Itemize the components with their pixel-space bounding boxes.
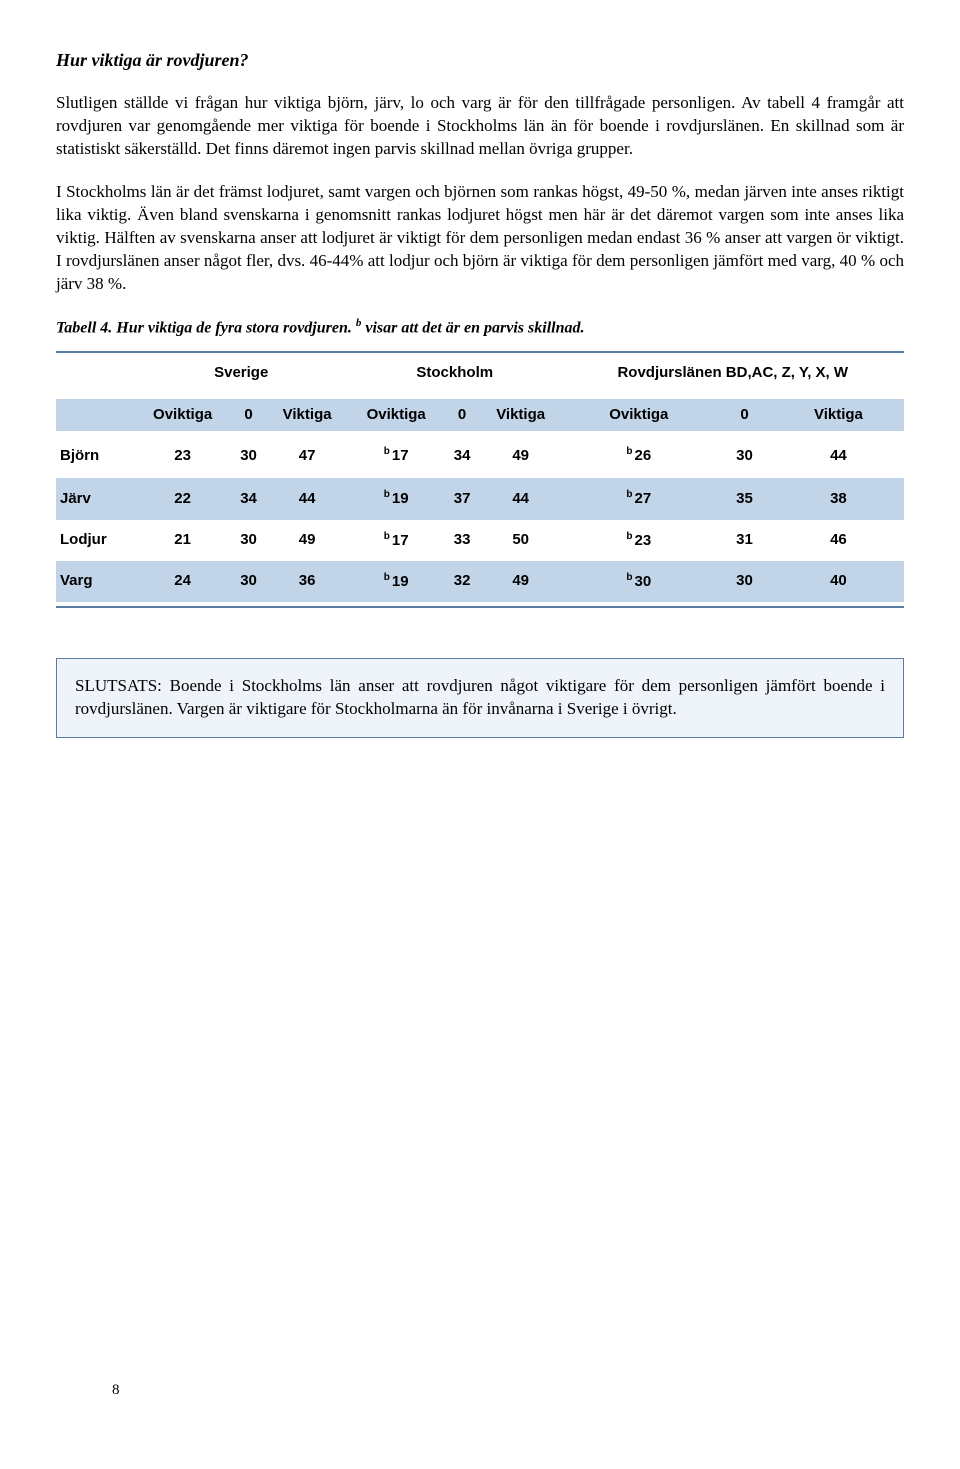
table-cell: 33 bbox=[444, 520, 479, 561]
table-cell: b19 bbox=[348, 561, 444, 602]
table-cell: 49 bbox=[480, 561, 562, 602]
table-cell: b30 bbox=[562, 561, 717, 602]
table-group-header-row: Sverige Stockholm Rovdjurslänen BD,AC, Z… bbox=[56, 352, 904, 399]
paragraph-2: I Stockholms län är det främst lodjuret,… bbox=[56, 181, 904, 296]
paragraph-1: Slutligen ställde vi frågan hur viktiga … bbox=[56, 92, 904, 161]
table-sub-header-row: Oviktiga 0 Viktiga Oviktiga 0 Viktiga Ov… bbox=[56, 399, 904, 431]
cell-value: 17 bbox=[392, 447, 409, 464]
table-cell: 46 bbox=[773, 520, 904, 561]
row-label: Björn bbox=[56, 431, 134, 478]
cell-value: 27 bbox=[635, 490, 652, 507]
sub-header-empty bbox=[56, 399, 134, 431]
sub-header: Oviktiga bbox=[134, 399, 230, 431]
group-header-empty bbox=[56, 352, 134, 399]
group-header-sverige: Sverige bbox=[134, 352, 348, 399]
table-row: Järv223444b193744b273538 bbox=[56, 478, 904, 519]
sub-header: Viktiga bbox=[266, 399, 348, 431]
table-cell: 47 bbox=[266, 431, 348, 478]
cell-value: 30 bbox=[635, 573, 652, 590]
group-header-rovdjurslanen: Rovdjurslänen BD,AC, Z, Y, X, W bbox=[562, 352, 905, 399]
table-cell: 34 bbox=[444, 431, 479, 478]
table-cell: 37 bbox=[444, 478, 479, 519]
page-number: 8 bbox=[112, 1380, 120, 1400]
table-cell: b17 bbox=[348, 520, 444, 561]
cell-superscript: b bbox=[384, 531, 390, 542]
table-cell: 40 bbox=[773, 561, 904, 602]
cell-superscript: b bbox=[626, 446, 632, 457]
row-label: Järv bbox=[56, 478, 134, 519]
caption-suffix: visar att det är en parvis skillnad. bbox=[361, 319, 584, 336]
table-row: Lodjur213049b173350b233146 bbox=[56, 520, 904, 561]
table-cell: 30 bbox=[231, 520, 266, 561]
table-cell: 21 bbox=[134, 520, 230, 561]
table-cell: 36 bbox=[266, 561, 348, 602]
group-header-stockholm: Stockholm bbox=[348, 352, 562, 399]
section-heading: Hur viktiga är rovdjuren? bbox=[56, 48, 904, 72]
cell-value: 23 bbox=[635, 532, 652, 549]
table-cell: 24 bbox=[134, 561, 230, 602]
table-body: Björn233047b173449b263044Järv223444b1937… bbox=[56, 431, 904, 602]
table-cell: 49 bbox=[266, 520, 348, 561]
table-cell: 30 bbox=[231, 561, 266, 602]
table-cell: 30 bbox=[231, 431, 266, 478]
cell-superscript: b bbox=[626, 489, 632, 500]
table-cell: 30 bbox=[716, 431, 773, 478]
row-label: Lodjur bbox=[56, 520, 134, 561]
table-cell: 44 bbox=[266, 478, 348, 519]
table-cell: 32 bbox=[444, 561, 479, 602]
table-row: Varg243036b193249b303040 bbox=[56, 561, 904, 602]
table-cell: b17 bbox=[348, 431, 444, 478]
table-cell: 49 bbox=[480, 431, 562, 478]
table-cell: 30 bbox=[716, 561, 773, 602]
cell-value: 19 bbox=[392, 573, 409, 590]
table-cell: b19 bbox=[348, 478, 444, 519]
data-table: Sverige Stockholm Rovdjurslänen BD,AC, Z… bbox=[56, 351, 904, 603]
sub-header: Viktiga bbox=[773, 399, 904, 431]
table-cell: b26 bbox=[562, 431, 717, 478]
table-cell: 23 bbox=[134, 431, 230, 478]
sub-header: 0 bbox=[716, 399, 773, 431]
caption-prefix: Tabell 4. Hur viktiga de fyra stora rovd… bbox=[56, 319, 356, 336]
table-bottom-rule bbox=[56, 606, 904, 608]
cell-value: 17 bbox=[392, 532, 409, 549]
cell-superscript: b bbox=[626, 531, 632, 542]
cell-value: 19 bbox=[392, 490, 409, 507]
table-cell: 44 bbox=[480, 478, 562, 519]
table-cell: 50 bbox=[480, 520, 562, 561]
sub-header: 0 bbox=[231, 399, 266, 431]
table-cell: 31 bbox=[716, 520, 773, 561]
table-cell: b27 bbox=[562, 478, 717, 519]
cell-superscript: b bbox=[626, 572, 632, 583]
table-cell: 34 bbox=[231, 478, 266, 519]
row-label: Varg bbox=[56, 561, 134, 602]
table-cell: 35 bbox=[716, 478, 773, 519]
cell-superscript: b bbox=[384, 489, 390, 500]
sub-header: Oviktiga bbox=[348, 399, 444, 431]
sub-header: Viktiga bbox=[480, 399, 562, 431]
sub-header: Oviktiga bbox=[562, 399, 717, 431]
table-caption: Tabell 4. Hur viktiga de fyra stora rovd… bbox=[56, 316, 904, 339]
table-cell: 22 bbox=[134, 478, 230, 519]
cell-superscript: b bbox=[384, 446, 390, 457]
conclusion-box: SLUTSATS: Boende i Stockholms län anser … bbox=[56, 658, 904, 738]
cell-value: 26 bbox=[635, 447, 652, 464]
table-cell: 44 bbox=[773, 431, 904, 478]
table-cell: b23 bbox=[562, 520, 717, 561]
sub-header: 0 bbox=[444, 399, 479, 431]
table-row: Björn233047b173449b263044 bbox=[56, 431, 904, 478]
table-cell: 38 bbox=[773, 478, 904, 519]
cell-superscript: b bbox=[384, 572, 390, 583]
